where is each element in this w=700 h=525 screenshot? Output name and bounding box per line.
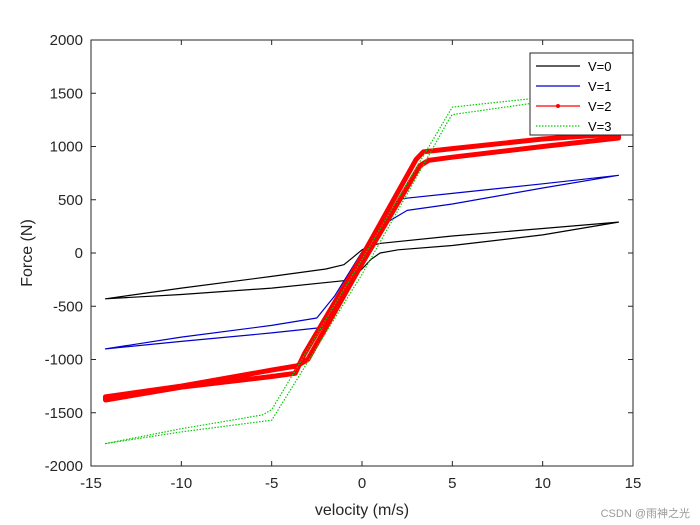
legend-box bbox=[529, 52, 634, 136]
legend-label: V=2 bbox=[588, 99, 612, 114]
y-tick-label: -1500 bbox=[45, 405, 83, 422]
y-tick-label: 1500 bbox=[50, 85, 83, 102]
y-tick-label: -1000 bbox=[45, 352, 83, 369]
y-tick-label: 1000 bbox=[50, 139, 83, 156]
y-tick-label: 500 bbox=[58, 192, 83, 209]
ticks-layer: -15 -10 -5 0 5 10 15 -2000 -1500 -1000 -500 0 500 100… bbox=[45, 32, 642, 492]
legend-label: V=1 bbox=[588, 79, 612, 94]
x-tick-label: 0 bbox=[358, 475, 366, 492]
x-tick-label: -10 bbox=[170, 475, 192, 492]
x-axis-label: velocity (m/s) bbox=[315, 502, 409, 519]
watermark-text: CSDN @雨神之光 bbox=[601, 506, 690, 520]
legend-marker bbox=[556, 104, 560, 108]
x-tick-label: -5 bbox=[265, 475, 278, 492]
legend: V=0 V=1 V=2 V=3 bbox=[529, 52, 634, 136]
x-tick-label: -15 bbox=[80, 475, 102, 492]
y-tick-label: -500 bbox=[53, 298, 83, 315]
y-axis-label: Force (N) bbox=[19, 219, 36, 287]
legend-label: V=0 bbox=[588, 59, 612, 74]
y-tick-label: -2000 bbox=[45, 458, 83, 475]
x-tick-label: 5 bbox=[448, 475, 456, 492]
legend-label: V=3 bbox=[588, 119, 612, 134]
y-tick-label: 2000 bbox=[50, 32, 83, 49]
y-tick-label: 0 bbox=[75, 245, 83, 262]
x-tick-label: 10 bbox=[534, 475, 551, 492]
x-tick-label: 15 bbox=[625, 475, 642, 492]
